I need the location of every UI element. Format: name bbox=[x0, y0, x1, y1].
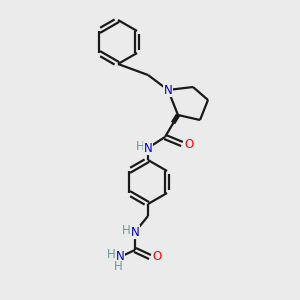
Text: N: N bbox=[164, 83, 172, 97]
Text: H: H bbox=[122, 224, 130, 236]
Text: H: H bbox=[106, 248, 116, 262]
Text: N: N bbox=[116, 250, 124, 263]
Text: N: N bbox=[144, 142, 152, 154]
Text: N: N bbox=[130, 226, 140, 238]
Text: O: O bbox=[184, 137, 194, 151]
Text: H: H bbox=[136, 140, 144, 154]
Text: H: H bbox=[114, 260, 122, 274]
Text: O: O bbox=[152, 250, 162, 263]
